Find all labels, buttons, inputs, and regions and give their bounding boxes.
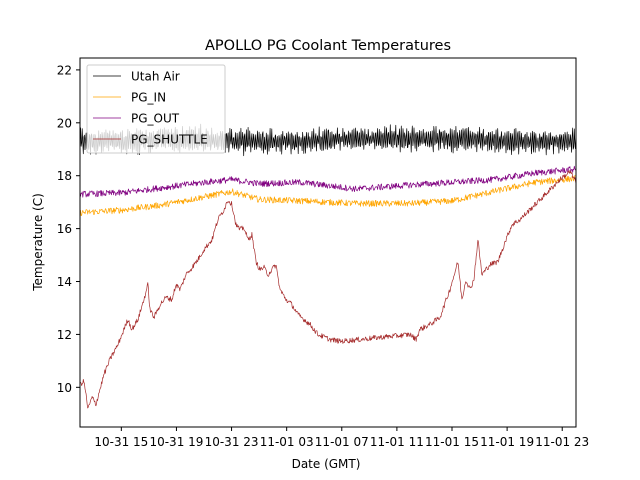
y-tick-label: 22 <box>57 63 72 77</box>
x-tick-label: 10-31 15 <box>94 435 148 449</box>
legend: Utah Air PG_IN PG_OUT PG_SHUTTLE <box>86 64 226 154</box>
x-axis: 10-31 15 10-31 19 10-31 23 11-01 03 11-01 07… <box>94 427 589 449</box>
x-tick-label: 11-01 11 <box>370 435 424 449</box>
axes-frame <box>79 57 577 428</box>
legend-label: Utah Air <box>131 70 180 84</box>
x-tick-label: 11-01 23 <box>535 435 589 449</box>
y-tick-label: 10 <box>57 381 72 395</box>
x-tick-label: 10-31 23 <box>205 435 259 449</box>
series-line-pg-in <box>80 175 576 217</box>
series-line-pg-shuttle <box>80 170 576 409</box>
y-tick-label: 14 <box>57 275 72 289</box>
x-tick-label: 11-01 03 <box>260 435 314 449</box>
y-tick-label: 18 <box>57 169 72 183</box>
x-tick-label: 11-01 19 <box>480 435 534 449</box>
x-axis-label: Date (GMT) <box>292 457 361 471</box>
y-axis-label: Temperature (C) <box>31 193 45 292</box>
x-tick-label: 11-01 07 <box>315 435 369 449</box>
legend-label: PG_SHUTTLE <box>131 133 208 147</box>
x-tick-label: 10-31 19 <box>149 435 203 449</box>
series-line-pg-out <box>80 165 576 198</box>
legend-box <box>86 64 226 154</box>
chart-title: APOLLO PG Coolant Temperatures <box>205 38 451 54</box>
y-tick-label: 16 <box>57 222 72 236</box>
y-tick-label: 12 <box>57 328 72 342</box>
y-tick-label: 20 <box>57 116 72 130</box>
x-tick-label: 11-01 15 <box>425 435 479 449</box>
y-axis: 10 12 14 16 18 20 22 <box>57 63 80 395</box>
legend-label: PG_IN <box>131 91 166 105</box>
legend-label: PG_OUT <box>131 112 180 126</box>
